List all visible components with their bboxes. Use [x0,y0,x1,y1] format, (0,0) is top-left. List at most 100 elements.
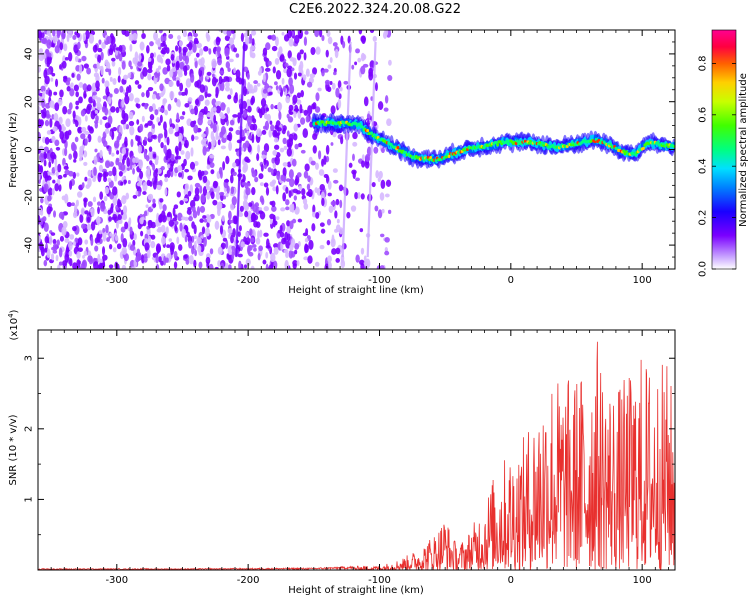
heatmap-cell [232,227,236,238]
heatmap-cell [258,210,264,215]
y-tick-label: 0 [24,146,35,152]
heatmap-cell [292,94,298,104]
heatmap-cell [216,202,222,212]
heatmap-cell [106,237,111,242]
heatmap-cell [302,232,309,237]
y-tick-label: 40 [24,48,35,61]
heatmap-cell [94,44,98,51]
heatmap-cell [363,255,367,263]
heatmap-cell [622,149,626,153]
heatmap-cell [94,148,98,153]
heatmap-cell [245,258,251,267]
heatmap-cell [243,264,248,269]
heatmap-cell [308,192,313,197]
heatmap-cell [661,142,665,146]
heatmap-cell [193,241,197,250]
heatmap-cell [182,30,188,38]
heatmap-cell [173,204,179,210]
heatmap-cell [220,262,225,269]
heatmap-cell [46,248,51,259]
heatmap-cell [50,77,54,82]
heatmap-cell [81,182,85,189]
heatmap-cell [116,243,122,250]
heatmap-cell [351,64,355,70]
heatmap-cell [61,213,65,221]
heatmap-cell [81,126,87,133]
colorbar-frame [711,29,737,270]
heatmap-cell [273,247,279,255]
heatmap-cell [142,139,148,146]
heatmap-cell [57,163,62,173]
heatmap-cell [220,114,226,120]
heatmap-cell [174,45,179,52]
heatmap-cell [332,42,338,47]
heatmap-cell [117,219,123,225]
heatmap-cell [186,209,192,215]
heatmap-cell [74,55,79,62]
heatmap-cell [261,129,267,135]
heatmap-cell [127,220,131,228]
heatmap-cell [159,114,163,123]
heatmap-cell [307,175,311,183]
heatmap-cell [264,67,271,72]
heatmap-cell [164,177,169,183]
heatmap-cell [194,160,199,167]
heatmap-cell [58,247,63,258]
heatmap-cell [81,259,88,269]
heatmap-cell [155,263,160,269]
heatmap-cell [127,180,131,185]
heatmap-cell [191,206,196,213]
heatmap-cell [179,200,184,206]
heatmap-cell [165,155,169,161]
heatmap-cell [59,131,65,140]
heatmap-cell [93,166,97,176]
heatmap-cell [73,204,78,214]
heatmap-cell [375,170,380,179]
heatmap-cell [156,228,162,233]
heatmap-cell [335,224,341,232]
heatmap-cell [267,60,272,67]
heatmap-cell [289,57,295,62]
heatmap-cell [228,127,234,132]
heatmap-cell [130,138,134,148]
heatmap-cell [199,205,206,213]
heatmap-cell [73,150,78,160]
heatmap-cell [190,73,195,83]
heatmap-cell [198,261,203,269]
heatmap-cell [270,252,276,263]
heatmap-cell [366,113,371,120]
heatmap-cell [174,97,178,103]
heatmap-cell [62,220,68,229]
heatmap-cell [352,141,358,147]
heatmap-cell [335,198,340,206]
heatmap-cell [303,109,309,116]
heatmap-cell [140,230,144,237]
heatmap-cell [150,240,156,249]
heatmap-cell [133,233,137,241]
heatmap-cell [132,57,137,64]
heatmap-cell [273,243,279,249]
heatmap-cell [298,64,302,73]
heatmap-cell [297,142,303,148]
heatmap-cell [204,227,210,237]
heatmap-cell [101,246,106,256]
heatmap-cell [360,65,366,75]
heatmap-cell [161,47,167,55]
heatmap-cell [183,65,188,73]
y-tick-label: 2 [24,426,35,432]
heatmap-cell [347,35,351,44]
heatmap-cell [201,133,206,138]
heatmap-cell [188,255,194,265]
heatmap-cell [225,239,229,250]
heatmap-cell [109,232,113,237]
heatmap-cell [101,77,105,84]
heatmap-cell [361,53,367,61]
heatmap-cell [319,244,325,250]
heatmap-cell [55,170,59,177]
heatmap-cell [78,96,83,104]
heatmap-cell [232,162,237,168]
heatmap-cell [51,246,56,251]
heatmap-cell [268,264,274,269]
heatmap-cell [189,161,196,170]
heatmap-cell [265,42,271,51]
